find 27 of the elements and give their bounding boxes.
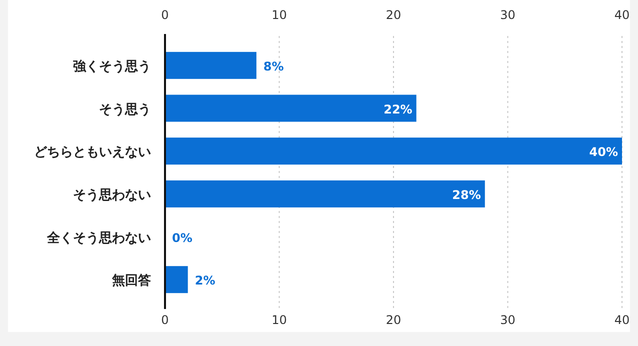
x-tick-label: 40	[614, 313, 630, 327]
y-tick-label: 強くそう思う	[73, 58, 151, 74]
bar	[165, 266, 188, 294]
y-tick-label: どちらともいえない	[34, 145, 151, 160]
data-label: 22%	[384, 102, 412, 116]
data-label: 40%	[589, 145, 618, 160]
x2-tick-label: 20	[386, 8, 402, 22]
x-tick-label: 0	[161, 313, 169, 327]
bar	[165, 52, 256, 79]
data-label: 0%	[172, 230, 192, 245]
x2-tick-label: 10	[272, 8, 287, 22]
x-tick-label: 10	[272, 313, 287, 327]
x-tick-label: 30	[500, 313, 516, 327]
y-tick-label: 無回答	[111, 274, 151, 289]
data-label: 2%	[194, 274, 216, 288]
x2-tick-label: 40	[614, 8, 630, 22]
x2-tick-label: 30	[500, 8, 516, 22]
x-tick-label: 20	[386, 313, 402, 327]
y-tick-label: そう思う	[99, 102, 151, 118]
bar	[165, 180, 485, 208]
y-tick-label: 全くそう思わない	[46, 230, 151, 246]
bar	[165, 94, 416, 122]
data-label: 28%	[452, 188, 481, 202]
bar	[165, 138, 622, 165]
data-label: 8%	[263, 59, 284, 74]
x2-tick-label: 0	[161, 8, 169, 22]
y-tick-label: そう思わない	[73, 188, 151, 203]
